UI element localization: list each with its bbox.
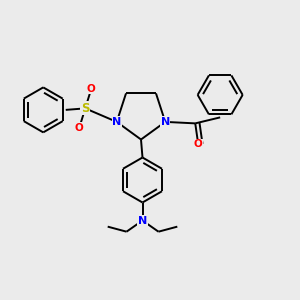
- Text: O: O: [194, 140, 203, 149]
- Text: N: N: [160, 117, 170, 127]
- Text: O: O: [75, 123, 84, 133]
- Text: N: N: [112, 117, 122, 127]
- Text: O: O: [87, 84, 96, 94]
- Text: S: S: [81, 102, 89, 115]
- Text: N: N: [138, 215, 147, 226]
